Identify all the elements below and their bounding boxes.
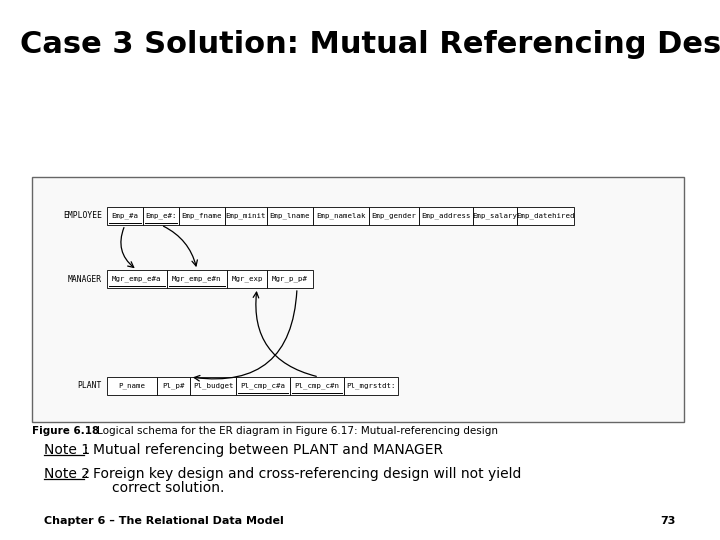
Text: Pl_budget: Pl_budget [193, 383, 233, 389]
FancyBboxPatch shape [517, 207, 574, 225]
Text: Note 2: Note 2 [44, 467, 90, 481]
FancyBboxPatch shape [225, 207, 267, 225]
Text: Mgr_exp: Mgr_exp [231, 276, 263, 282]
Text: Figure 6.18: Figure 6.18 [32, 426, 99, 436]
Text: Emp_e#:: Emp_e#: [145, 213, 176, 219]
FancyBboxPatch shape [157, 377, 190, 395]
FancyBboxPatch shape [167, 270, 227, 288]
FancyBboxPatch shape [267, 270, 313, 288]
Text: : Foreign key design and cross-referencing design will not yield: : Foreign key design and cross-referenci… [84, 467, 521, 481]
Text: Emp_lname: Emp_lname [270, 213, 310, 219]
FancyBboxPatch shape [313, 207, 369, 225]
Text: Pl_cmp_c#a: Pl_cmp_c#a [240, 383, 286, 389]
Text: Emp_#a: Emp_#a [112, 213, 138, 219]
Text: Emp_address: Emp_address [421, 213, 471, 219]
FancyBboxPatch shape [107, 207, 143, 225]
Text: MANAGER: MANAGER [68, 274, 102, 284]
Text: Emp_fname: Emp_fname [181, 213, 222, 219]
Text: Mgr_emp_e#a: Mgr_emp_e#a [112, 276, 162, 282]
Text: Pl_p#: Pl_p# [162, 383, 185, 389]
Text: Chapter 6 – The Relational Data Model: Chapter 6 – The Relational Data Model [44, 516, 284, 526]
FancyBboxPatch shape [107, 270, 167, 288]
FancyBboxPatch shape [419, 207, 473, 225]
Text: correct solution.: correct solution. [112, 481, 225, 495]
Text: Mgr_p_p#: Mgr_p_p# [272, 276, 308, 282]
Text: Pl_cmp_c#n: Pl_cmp_c#n [294, 383, 340, 389]
FancyBboxPatch shape [32, 177, 684, 422]
FancyBboxPatch shape [143, 207, 179, 225]
FancyBboxPatch shape [236, 377, 290, 395]
Text: Pl_mgrstdt:: Pl_mgrstdt: [346, 383, 396, 389]
FancyBboxPatch shape [179, 207, 225, 225]
Text: PLANT: PLANT [78, 381, 102, 390]
FancyBboxPatch shape [267, 207, 313, 225]
Text: Emp_datehired: Emp_datehired [516, 213, 575, 219]
FancyBboxPatch shape [473, 207, 517, 225]
Text: Emp_gender: Emp_gender [372, 213, 416, 219]
FancyBboxPatch shape [344, 377, 398, 395]
Text: Emp_salary: Emp_salary [472, 213, 518, 219]
Text: Mgr_emp_e#n: Mgr_emp_e#n [172, 276, 222, 282]
Text: Emp_minit: Emp_minit [226, 213, 266, 219]
Text: Emp_namelak: Emp_namelak [316, 213, 366, 219]
Text: P_name: P_name [119, 383, 145, 389]
FancyBboxPatch shape [190, 377, 236, 395]
Text: EMPLOYEE: EMPLOYEE [63, 212, 102, 220]
Text: Logical schema for the ER diagram in Figure 6.17: Mutual-referencing design: Logical schema for the ER diagram in Fig… [84, 426, 498, 436]
FancyBboxPatch shape [369, 207, 419, 225]
Text: : Mutual referencing between PLANT and MANAGER: : Mutual referencing between PLANT and M… [84, 443, 443, 457]
FancyBboxPatch shape [290, 377, 344, 395]
FancyBboxPatch shape [107, 377, 157, 395]
Text: Note 1: Note 1 [44, 443, 90, 457]
Text: 73: 73 [661, 516, 676, 526]
FancyBboxPatch shape [227, 270, 267, 288]
Text: Case 3 Solution: Mutual Referencing Design: Case 3 Solution: Mutual Referencing Desi… [20, 30, 720, 59]
